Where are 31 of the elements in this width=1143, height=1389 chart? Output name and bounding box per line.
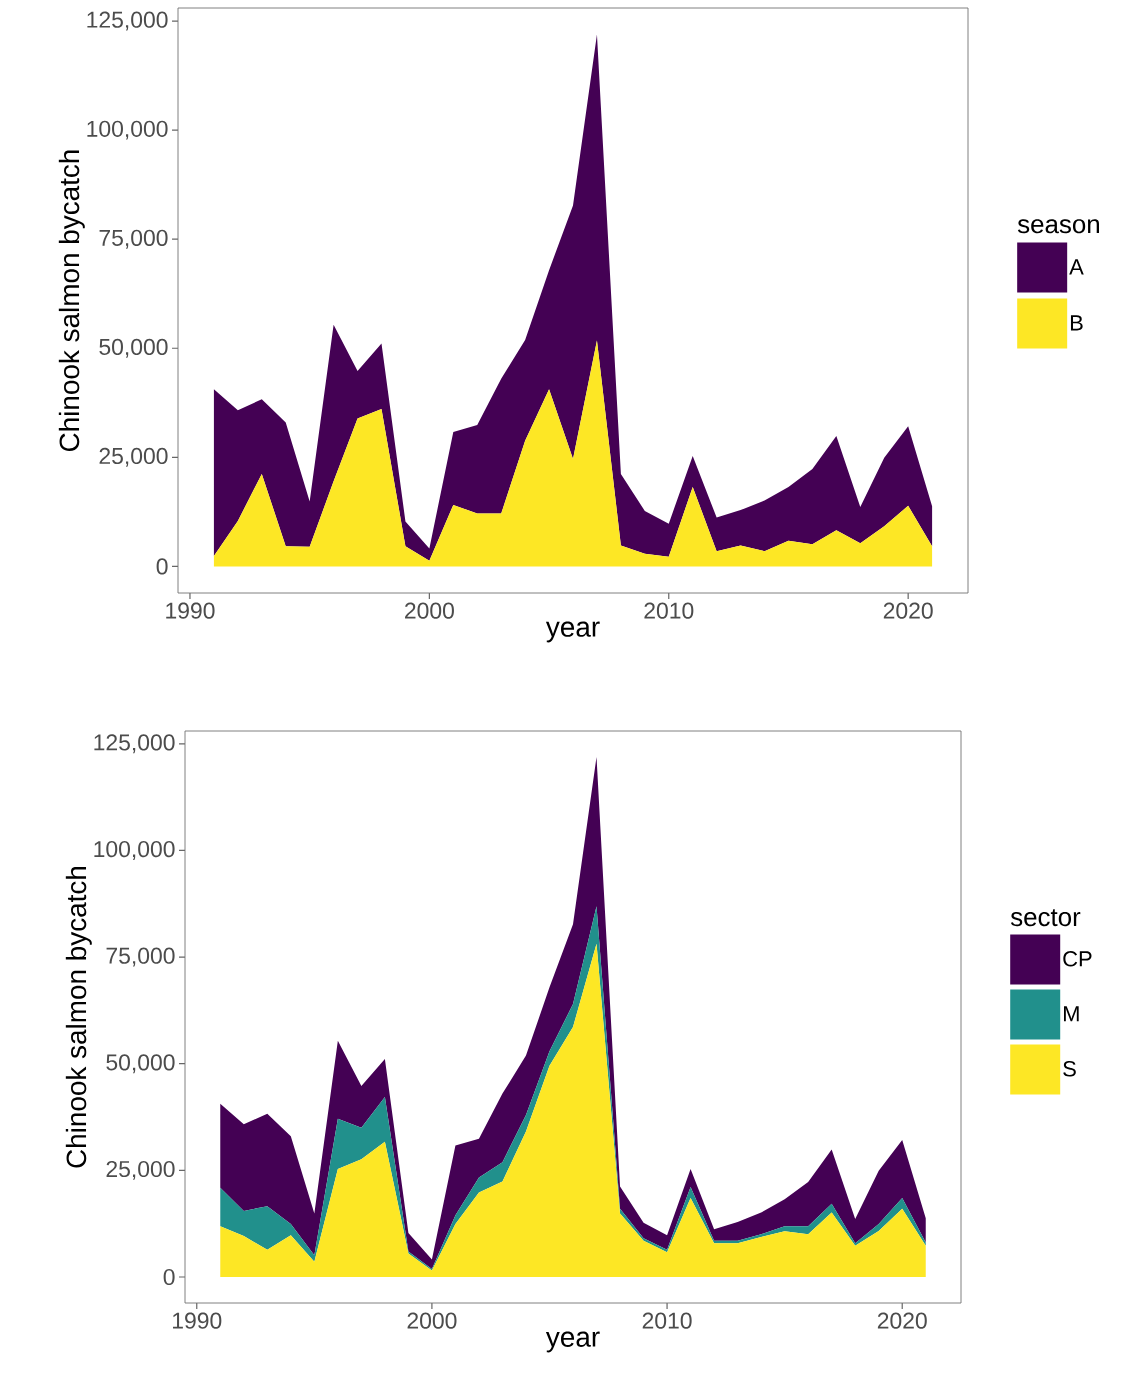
y-tick-label: 125,000	[87, 11, 168, 31]
x-axis-title: year	[545, 1331, 600, 1353]
y-tick-label: 25,000	[99, 447, 168, 467]
x-tick-label: 1990	[173, 1312, 222, 1329]
legend-title: season	[1017, 219, 1099, 234]
legend-label: CP	[1063, 951, 1092, 967]
y-axis-title: Chinook salmon bycatch	[65, 866, 92, 1168]
y-axis-title: Chinook salmon bycatch	[58, 150, 85, 452]
y-tick-label: 25,000	[106, 1160, 175, 1180]
x-tick-label: 2000	[407, 1312, 457, 1329]
x-tick-label: 2020	[883, 602, 933, 619]
x-axis-title: year	[545, 621, 600, 643]
y-tick-label: 100,000	[87, 120, 168, 140]
x-tick-label: 2010	[644, 602, 694, 619]
legend-label: M	[1064, 1006, 1079, 1022]
y-tick-label: 50,000	[99, 338, 168, 358]
y-tick-label: 0	[156, 558, 168, 575]
y-tick-label: 75,000	[106, 947, 175, 967]
y-tick-label: 0	[163, 1268, 175, 1286]
x-tick-label: 1990	[166, 602, 215, 619]
y-tick-label: 50,000	[106, 1054, 175, 1074]
x-tick-label: 2000	[405, 602, 454, 619]
legend-label: S	[1063, 1061, 1076, 1077]
y-tick-label: 100,000	[94, 840, 175, 860]
legend-label: B	[1070, 315, 1083, 331]
legend-title: sector	[1010, 909, 1081, 927]
y-tick-label: 75,000	[99, 229, 168, 249]
x-tick-label: 2010	[642, 1312, 692, 1329]
x-tick-label: 2020	[877, 1312, 927, 1329]
y-tick-label: 125,000	[94, 734, 175, 754]
legend-label: A	[1069, 259, 1084, 275]
